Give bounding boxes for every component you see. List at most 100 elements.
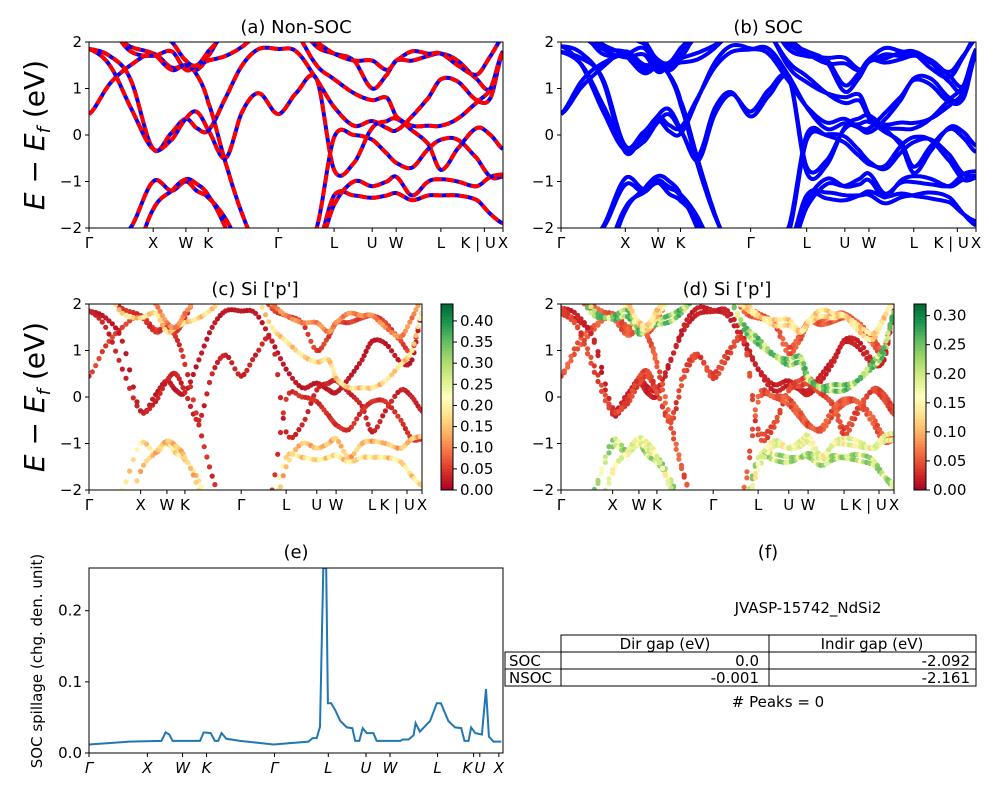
projection-dot [109, 339, 115, 345]
x-tick-label: K | U [460, 234, 495, 252]
projection-dot [147, 297, 152, 302]
band-line-soc [119, 42, 503, 228]
projection-dot [302, 416, 308, 422]
projection-dot [338, 443, 344, 449]
projection-dot [684, 519, 689, 524]
gap-table [504, 634, 977, 687]
projection-dot [147, 323, 153, 330]
projection-dot [562, 279, 567, 284]
projection-dot [365, 421, 371, 427]
x-tick-label: Γ [237, 496, 246, 514]
projection-dot [106, 499, 111, 504]
x-tick-label: Γ [270, 759, 280, 777]
projection-dot [676, 499, 681, 504]
projection-dot [199, 284, 204, 289]
projection-dot [673, 342, 679, 348]
x-tick-label: X [620, 234, 630, 252]
projection-dot [96, 535, 101, 540]
projection-dot [419, 310, 422, 316]
projection-dot [256, 532, 261, 537]
projection-dot [266, 521, 271, 526]
x-tick-label: K | U [851, 496, 886, 514]
projection-dot [749, 433, 756, 439]
peaks-count: # Peaks = 0 [732, 693, 824, 711]
x-tick-label: Γ [85, 759, 95, 777]
projection-dot [666, 289, 671, 294]
projection-dot [260, 505, 265, 510]
projection-dot [752, 361, 758, 367]
projection-dot [180, 353, 186, 360]
projection-dot [595, 477, 601, 483]
projection-dot [220, 531, 225, 536]
projection-dot [201, 444, 207, 450]
projection-dot [861, 370, 867, 376]
projection-dot [887, 326, 893, 332]
projection-dot [144, 296, 149, 301]
projection-dot [90, 279, 95, 284]
projection-dot [229, 534, 234, 539]
projection-dot [861, 397, 867, 403]
projection-dot [678, 383, 685, 389]
projection-dot [374, 424, 380, 430]
projection-dot [578, 533, 583, 538]
projection-dot [599, 287, 604, 292]
projection-dot [134, 399, 140, 405]
projection-dot [676, 452, 682, 458]
y-tick-label: −2 [532, 219, 554, 237]
projection-dot [742, 508, 747, 513]
colorbar-tick-label: 0.05 [933, 452, 966, 470]
band-line-soc [561, 42, 976, 151]
colorbar-segment [914, 468, 926, 472]
projection-dot [565, 310, 571, 316]
projection-dot [725, 537, 730, 542]
projection-dot [578, 497, 583, 502]
colorbar-segment [914, 477, 926, 482]
projection-dot [215, 522, 220, 527]
projection-dot [293, 379, 299, 385]
projection-dot [134, 403, 140, 409]
projection-dot [676, 456, 682, 462]
projection-dot [372, 428, 378, 434]
projection-dot [606, 450, 612, 456]
colorbar-segment [441, 387, 453, 392]
projection-dot [648, 341, 654, 347]
colorbar-segment [441, 437, 453, 441]
projection-dot [765, 428, 771, 434]
projection-dot [695, 509, 700, 514]
projection-dot [668, 419, 674, 425]
projection-dot [193, 410, 199, 416]
projection-dot [666, 298, 671, 303]
projection-dot [568, 284, 573, 289]
band-line-soc [642, 42, 974, 74]
projection-dot [732, 525, 737, 530]
projection-dot [106, 533, 111, 538]
projection-dot [578, 534, 583, 539]
projection-dot [701, 520, 706, 525]
projection-dot [578, 256, 583, 261]
projection-dot [671, 290, 676, 295]
projection-dot [130, 457, 136, 463]
projection-dot [256, 531, 261, 536]
projection-dot [711, 531, 716, 536]
projection-dot [676, 283, 681, 288]
x-tick-label: K [180, 496, 191, 514]
projection-dot [178, 347, 184, 353]
colorbar-segment [441, 393, 453, 398]
projection-dot [385, 401, 392, 407]
projection-dot [120, 525, 125, 530]
colorbar-segment [914, 471, 926, 475]
projection-dot [103, 292, 108, 297]
projection-dot [679, 524, 684, 529]
projection-dot [765, 389, 771, 395]
colorbar-tick-label: 0.15 [933, 394, 966, 412]
x-tick-label: K [462, 759, 473, 777]
projection-dot [735, 528, 740, 533]
projection-dot [113, 325, 119, 331]
x-tick-label: X [607, 496, 617, 514]
projection-dot [687, 540, 692, 545]
projection-dot [619, 405, 625, 411]
projection-dot [810, 440, 816, 446]
ylabel-ef: E [18, 395, 51, 413]
projection-dot [157, 308, 163, 314]
projection-dot [187, 304, 194, 309]
